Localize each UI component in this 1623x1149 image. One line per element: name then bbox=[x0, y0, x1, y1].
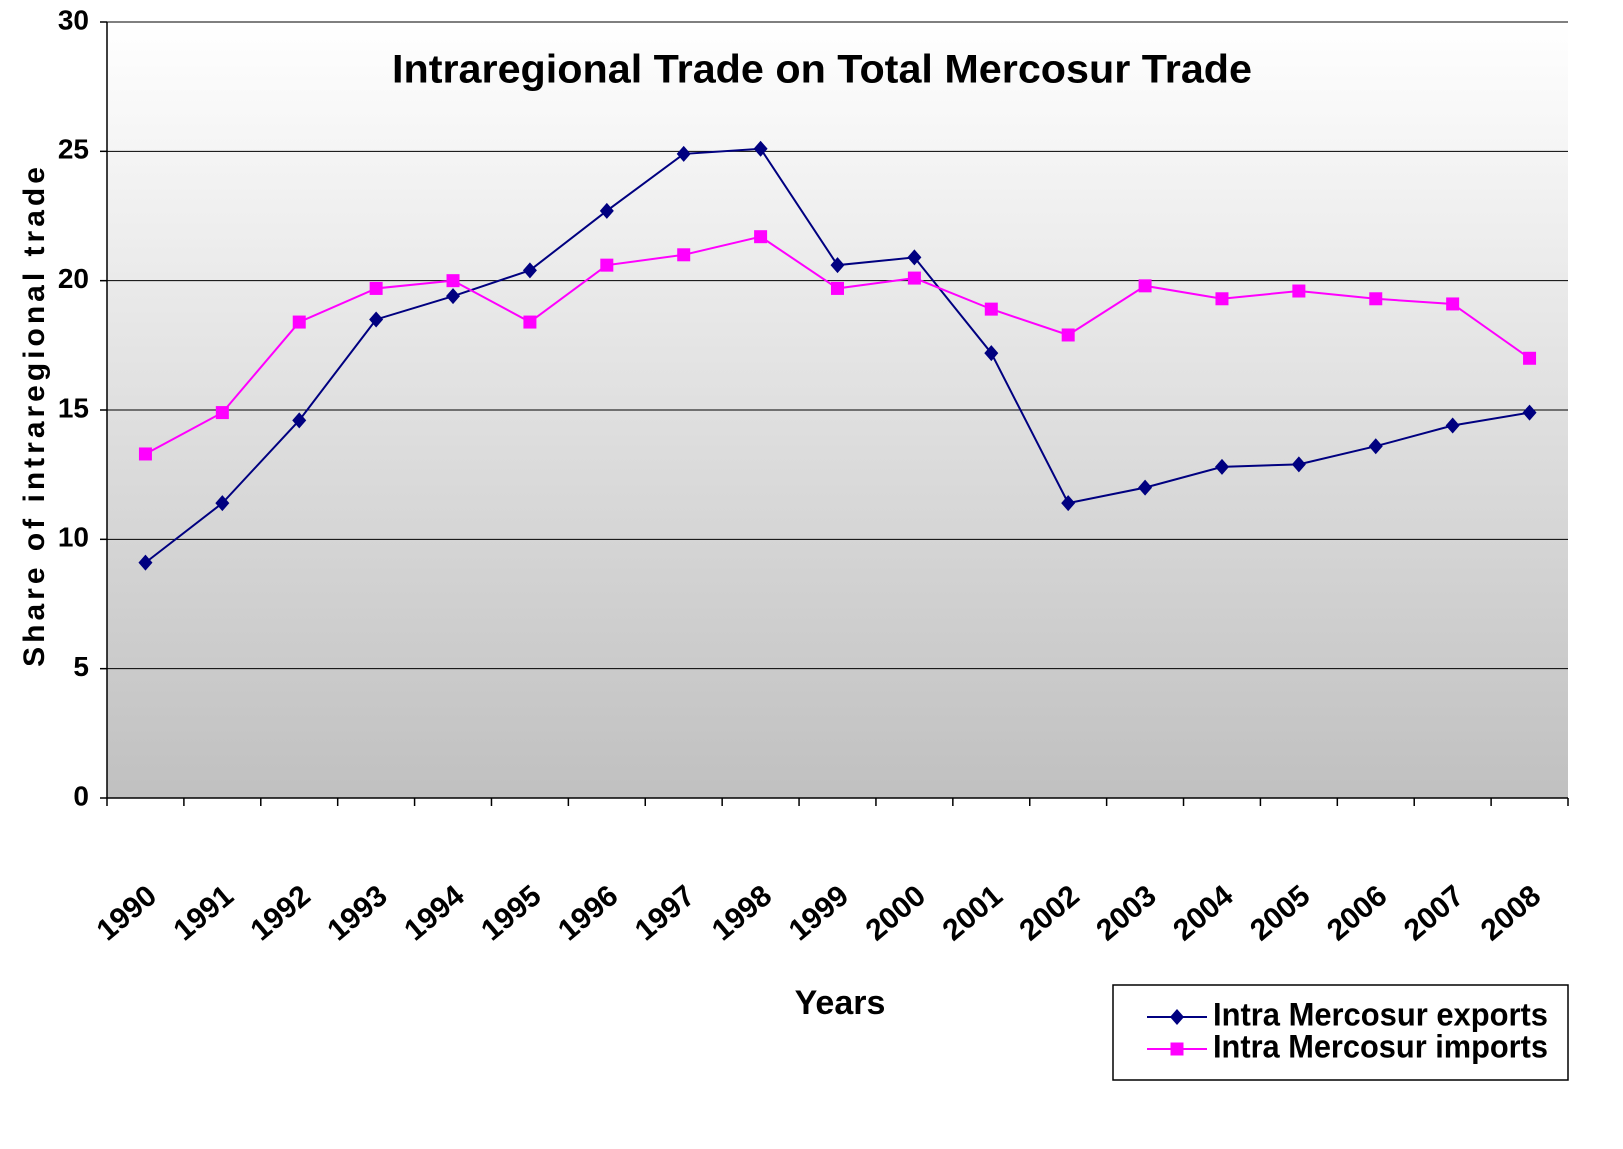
x-tick-label: 1990 bbox=[91, 879, 163, 947]
marker bbox=[677, 248, 691, 262]
marker bbox=[676, 145, 691, 162]
x-tick-label: 2005 bbox=[1244, 879, 1316, 947]
marker bbox=[1292, 284, 1306, 298]
marker bbox=[292, 315, 306, 329]
legend-box bbox=[1112, 984, 1569, 1081]
marker bbox=[1368, 438, 1383, 455]
marker bbox=[830, 257, 845, 274]
marker bbox=[1170, 1009, 1184, 1025]
x-tick-label: 1993 bbox=[321, 879, 393, 947]
marker bbox=[292, 412, 307, 429]
x-tick-label: 1994 bbox=[398, 879, 471, 947]
marker bbox=[1522, 404, 1537, 421]
x-tick-label: 1992 bbox=[244, 879, 316, 947]
x-tick-label: 2007 bbox=[1398, 879, 1470, 947]
marker bbox=[446, 274, 460, 288]
marker bbox=[369, 281, 383, 295]
marker bbox=[907, 271, 921, 285]
marker bbox=[138, 447, 152, 461]
x-tick-label: 1991 bbox=[168, 879, 240, 947]
x-tick-label: 2002 bbox=[1013, 879, 1085, 947]
marker bbox=[1446, 297, 1460, 311]
marker bbox=[369, 311, 384, 328]
x-tick-label: 2006 bbox=[1321, 879, 1393, 947]
marker bbox=[984, 302, 998, 316]
y-tick-label: 5 bbox=[73, 651, 89, 682]
y-tick-label: 10 bbox=[58, 522, 89, 553]
marker bbox=[831, 281, 844, 295]
marker bbox=[907, 249, 922, 266]
marker bbox=[1138, 279, 1152, 293]
marker bbox=[215, 406, 229, 420]
x-tick-label: 2001 bbox=[937, 879, 1009, 947]
legend-label: Intra Mercosur imports bbox=[1213, 1028, 1548, 1064]
y-tick-label: 0 bbox=[73, 780, 89, 811]
x-tick-label: 2004 bbox=[1167, 879, 1240, 947]
y-tick-label: 30 bbox=[58, 4, 89, 35]
marker bbox=[600, 258, 614, 272]
marker bbox=[1061, 328, 1075, 342]
x-tick-label: 2000 bbox=[860, 879, 932, 947]
marker bbox=[984, 345, 999, 362]
marker bbox=[446, 288, 461, 305]
marker bbox=[753, 140, 768, 157]
x-tick-label: 2003 bbox=[1090, 879, 1162, 947]
marker bbox=[1214, 458, 1229, 475]
marker bbox=[523, 315, 537, 329]
x-tick-label: 1999 bbox=[783, 879, 855, 947]
marker bbox=[522, 262, 537, 279]
y-tick-label: 20 bbox=[58, 263, 89, 294]
marker bbox=[1215, 292, 1229, 306]
chart-title: Intraregional Trade on Total Mercosur Tr… bbox=[392, 48, 1252, 92]
x-tick-label: 1996 bbox=[552, 879, 624, 947]
marker bbox=[1445, 417, 1460, 434]
y-axis-label: Share of intraregional trade bbox=[18, 163, 51, 667]
x-tick-label: 2008 bbox=[1475, 879, 1547, 947]
marker bbox=[1369, 292, 1383, 306]
y-tick-label: 15 bbox=[58, 392, 89, 423]
marker bbox=[138, 554, 153, 571]
x-tick-label: 1997 bbox=[629, 879, 701, 947]
legend-label: Intra Mercosur exports bbox=[1213, 996, 1548, 1032]
y-tick-label: 25 bbox=[58, 134, 89, 165]
x-tick-label: 1995 bbox=[475, 879, 547, 947]
marker bbox=[1138, 479, 1153, 496]
marker bbox=[1061, 495, 1076, 512]
x-tick-label: 1998 bbox=[706, 879, 778, 947]
marker bbox=[1523, 351, 1537, 365]
marker bbox=[1291, 456, 1306, 473]
marker bbox=[215, 495, 230, 512]
marker bbox=[1170, 1042, 1184, 1056]
marker bbox=[599, 202, 614, 219]
x-axis-label: Years bbox=[795, 984, 886, 1022]
marker bbox=[754, 230, 768, 244]
